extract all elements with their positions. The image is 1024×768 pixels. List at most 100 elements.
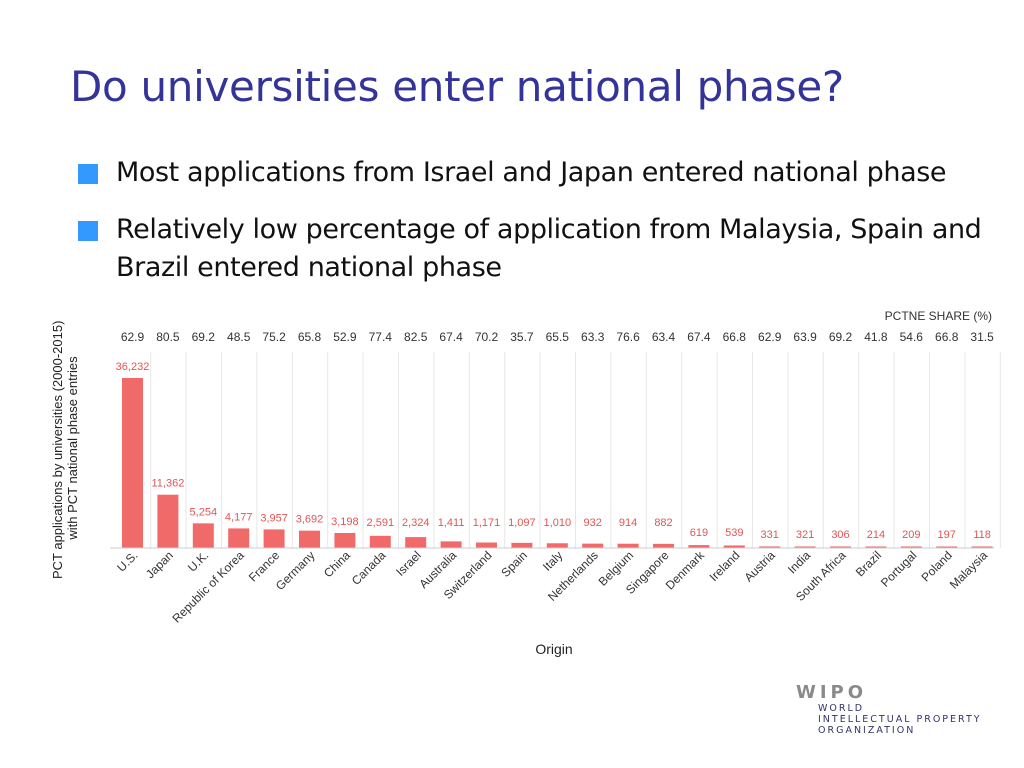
wipo-logo: WIPO WORLD INTELLECTUAL PROPERTY ORGANIZ…: [796, 682, 982, 736]
slide-title: Do universities enter national phase?: [70, 62, 844, 111]
data-label: 306: [831, 529, 849, 541]
x-tick-label: India: [785, 548, 814, 577]
bar: [794, 546, 816, 548]
bar: [900, 546, 922, 548]
data-label: 2,591: [367, 517, 395, 529]
data-label: 2,324: [402, 517, 430, 529]
bar: [122, 378, 143, 548]
bar: [582, 543, 604, 548]
data-label: 331: [761, 529, 779, 541]
share-value: 82.5: [404, 330, 428, 344]
data-label: 197: [938, 529, 956, 541]
data-label: 36,232: [116, 361, 150, 373]
x-tick-label: Malaysia: [947, 548, 991, 592]
bar: [865, 546, 887, 548]
bar: [617, 543, 639, 548]
share-value: 66.8: [723, 330, 747, 344]
bar: [299, 530, 320, 548]
data-label: 321: [796, 529, 814, 541]
share-value: 75.2: [262, 330, 286, 344]
bar: [830, 546, 851, 548]
data-label: 4,177: [225, 511, 253, 523]
bar: [228, 528, 250, 548]
share-value: 41.8: [864, 330, 888, 344]
data-label: 619: [690, 527, 708, 539]
share-value: 67.4: [439, 330, 463, 344]
share-value: 52.9: [333, 330, 357, 344]
bar: [759, 546, 781, 548]
share-value: 77.4: [369, 330, 393, 344]
share-row: 62.9 80.5 69.2 48.5 75.2 65.8 52.9 77.4 82.5 67.4…: [121, 330, 994, 344]
bar: [936, 546, 958, 548]
data-label: 3,692: [296, 514, 324, 526]
data-label: 5,254: [190, 506, 218, 518]
share-value: 62.9: [121, 330, 145, 344]
x-tick-label: China: [321, 548, 353, 580]
x-tick-label: Ireland: [707, 548, 743, 584]
chart-bars: [122, 378, 993, 548]
data-label: 932: [584, 517, 602, 529]
data-label: 539: [725, 527, 743, 539]
share-value: 67.4: [687, 330, 711, 344]
bar: [369, 535, 391, 548]
y-axis-title: PCT applications by universities (2000-2…: [50, 317, 80, 579]
x-tick-label: U.S.: [114, 548, 140, 574]
bar: [476, 542, 497, 548]
bullet-marker-2: [78, 221, 98, 241]
x-tick-label: Israel: [393, 548, 424, 579]
chart-grid: [150, 352, 1001, 548]
wipo-logo-line-3: ORGANIZATION: [818, 725, 916, 736]
share-value: 63.4: [652, 330, 676, 344]
share-value: 65.8: [298, 330, 322, 344]
x-tick-label: Portugal: [878, 548, 920, 590]
share-value: 31.5: [970, 330, 994, 344]
x-tick-label: Canada: [349, 548, 389, 588]
wipo-logo-mark: WIPO: [796, 682, 868, 703]
bar: [688, 545, 710, 548]
share-value: 76.6: [616, 330, 640, 344]
chart-data-labels: 36,232 11,362 5,254 4,177 3,957 3,692 3,198 2,5…: [116, 361, 991, 541]
share-value: 69.2: [829, 330, 853, 344]
x-tick-label: Brazil: [853, 548, 884, 579]
share-value: 63.3: [581, 330, 605, 344]
share-value: 66.8: [935, 330, 959, 344]
share-value: 80.5: [156, 330, 180, 344]
wipo-logo-line-1: WORLD: [818, 703, 865, 714]
x-tick-label: Austria: [742, 548, 779, 585]
bar: [546, 543, 568, 548]
x-tick-label: Italy: [540, 548, 565, 573]
bullet-text-2: Relatively low percentage of application…: [116, 214, 982, 283]
x-tick-label: Germany: [273, 548, 318, 593]
share-value: 35.7: [510, 330, 534, 344]
wipo-logo-line-2: INTELLECTUAL PROPERTY: [818, 714, 982, 725]
share-value: 65.5: [546, 330, 570, 344]
x-tick-labels: U.S. Japan U.K.Republic of Korea FranceGerm…: [114, 548, 990, 626]
bar: [157, 494, 179, 548]
data-label: 882: [654, 517, 672, 529]
bullet-marker-1: [78, 164, 98, 184]
data-label: 3,957: [260, 512, 288, 524]
data-label: 3,198: [331, 516, 359, 528]
bar: [723, 545, 745, 548]
bar: [263, 529, 285, 548]
share-value: 63.9: [793, 330, 817, 344]
data-label: 209: [902, 529, 920, 541]
data-label: 1,010: [544, 517, 572, 529]
x-tick-label: U.K.: [185, 548, 211, 574]
data-label: 118: [973, 529, 991, 541]
bar: [440, 541, 462, 548]
data-label: 214: [867, 529, 885, 541]
x-tick-label: Japan: [143, 548, 176, 581]
share-value: 69.2: [192, 330, 216, 344]
share-row-title: PCTNE SHARE (%): [885, 309, 992, 323]
bar: [511, 542, 533, 548]
share-value: 54.6: [900, 330, 924, 344]
data-label: 914: [619, 517, 637, 529]
share-value: 62.9: [758, 330, 782, 344]
bar: [192, 523, 214, 548]
share-value: 48.5: [227, 330, 251, 344]
x-tick-label: Denmark: [663, 548, 708, 593]
bullet-text-1: Most applications from Israel and Japan …: [116, 157, 947, 188]
data-label: 1,097: [508, 517, 536, 529]
